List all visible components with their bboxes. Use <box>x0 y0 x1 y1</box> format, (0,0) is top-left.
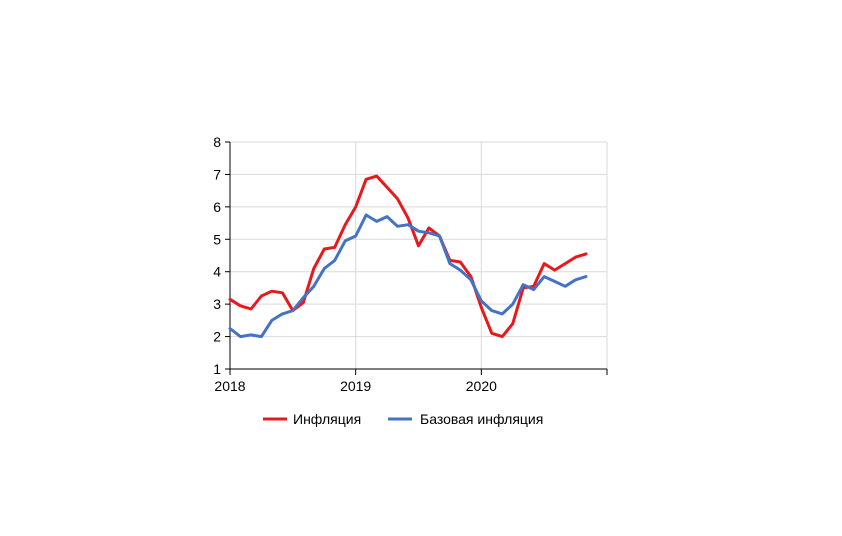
x-tick-label: 2018 <box>214 378 245 394</box>
grid-layer <box>230 141 608 369</box>
legend: Инфляция Базовая инфляция <box>263 411 543 427</box>
x-tick-label: 2020 <box>466 378 497 394</box>
y-tick-label: 5 <box>213 231 221 247</box>
legend-label-inflation: Инфляция <box>293 411 361 427</box>
x-tick-label: 2019 <box>340 378 371 394</box>
y-tick-label: 3 <box>213 296 221 312</box>
y-tick-label: 6 <box>213 199 221 215</box>
y-tick-label: 2 <box>213 329 221 345</box>
y-tick-label: 4 <box>213 264 221 280</box>
series-layer <box>228 174 588 339</box>
y-tick-label: 8 <box>213 134 221 150</box>
series-line-core-inflation <box>228 213 588 339</box>
y-tick-label: 1 <box>213 361 221 377</box>
y-tick-label: 7 <box>213 166 221 182</box>
axis-layer: 1 2 3 4 5 6 7 8 2018 2019 2020 <box>213 134 608 394</box>
legend-label-core-inflation: Базовая инфляция <box>420 411 543 427</box>
